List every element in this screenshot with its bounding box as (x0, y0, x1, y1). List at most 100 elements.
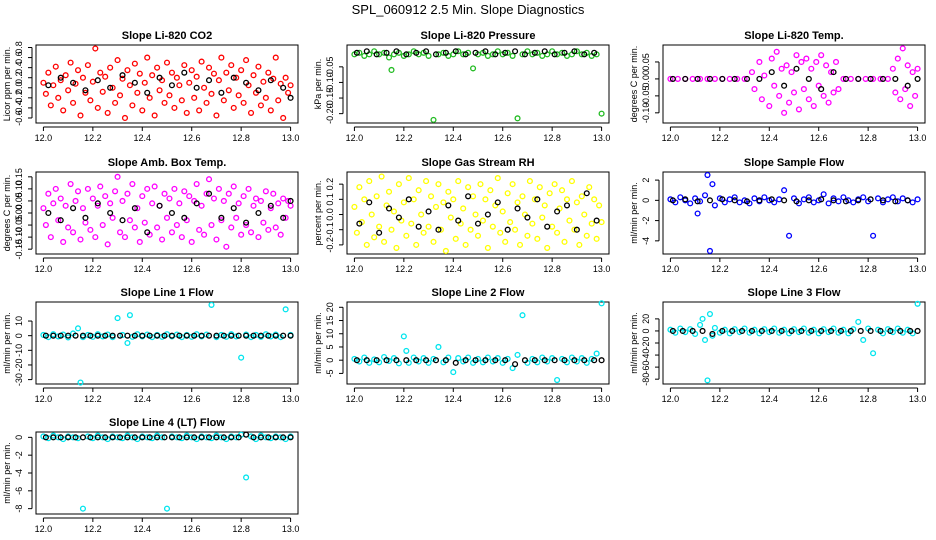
y-tick-label: 0.8 (14, 41, 24, 54)
x-tick-label: 12.4 (761, 394, 779, 404)
data-point (126, 312, 133, 319)
data-point (669, 197, 676, 204)
data-point (879, 75, 887, 82)
data-point (156, 74, 163, 81)
data-point (697, 321, 704, 328)
data-point (706, 247, 714, 255)
data-point (262, 94, 269, 101)
data-point (50, 332, 57, 339)
data-point (726, 75, 733, 82)
series-selected (45, 190, 294, 236)
data-point (694, 198, 701, 205)
x-tick-label: 12.0 (35, 524, 53, 534)
data-point (57, 217, 64, 224)
data-point (521, 51, 529, 58)
data-point (907, 102, 914, 110)
data-point (731, 75, 738, 82)
data-point (581, 211, 588, 218)
data-point (709, 181, 716, 188)
x-tick-label: 12.6 (494, 264, 512, 274)
data-point (225, 87, 232, 94)
data-point (356, 184, 363, 191)
data-point (168, 209, 175, 217)
data-point (554, 229, 561, 236)
x-tick-label: 13.0 (282, 264, 300, 274)
data-point (116, 229, 124, 236)
data-point (168, 434, 175, 441)
x-tick-label: 12.0 (346, 133, 364, 143)
data-point (892, 75, 899, 82)
data-point (124, 190, 131, 197)
data-point (830, 69, 837, 76)
data-point (420, 229, 427, 236)
data-point (366, 199, 373, 206)
plot-frame (35, 171, 299, 255)
data-point (94, 200, 101, 207)
y-tick-label: -0.4 (14, 100, 24, 116)
data-point (92, 45, 99, 52)
data-point (136, 238, 143, 245)
data-point (94, 104, 101, 111)
data-point (74, 67, 82, 74)
data-point (526, 178, 533, 185)
data-point (250, 202, 257, 209)
data-point (65, 87, 72, 94)
y-axis-label: degrees C per min. (2, 175, 12, 252)
data-point (168, 82, 175, 89)
data-point (265, 226, 272, 233)
data-point (107, 64, 114, 71)
data-point (598, 219, 605, 226)
data-point (116, 332, 124, 339)
data-point (287, 434, 294, 441)
data-point (129, 181, 136, 188)
data-point (42, 222, 49, 229)
panel-pressure: Slope Li-820 Pressure 12.0 12.2 12.4 12.6 12.… (313, 30, 610, 143)
data-point (751, 86, 758, 93)
plot-frame (35, 44, 299, 124)
data-point (243, 474, 250, 481)
data-point (810, 102, 817, 110)
data-point (124, 434, 131, 441)
data-point (255, 209, 262, 217)
y-tick-label: -8 (14, 505, 24, 513)
data-point (521, 357, 529, 364)
data-point (257, 434, 264, 441)
data-point (884, 196, 891, 203)
data-point (181, 214, 188, 221)
data-point (245, 185, 252, 192)
data-point (60, 238, 67, 245)
data-point (494, 175, 501, 182)
data-point (178, 234, 185, 241)
data-point (907, 327, 914, 334)
data-point (385, 54, 393, 61)
data-point (492, 51, 499, 58)
data-point (205, 332, 213, 339)
data-point (711, 324, 718, 331)
data-point (598, 300, 605, 307)
data-point (892, 198, 899, 205)
data-point (739, 327, 746, 334)
data-point (368, 211, 375, 218)
series-selected (669, 196, 911, 205)
y-tick-label: 0.0 (325, 208, 335, 221)
data-point (408, 220, 415, 227)
data-point (361, 196, 368, 203)
data-point (356, 220, 363, 227)
data-point (353, 357, 360, 364)
data-point (808, 65, 815, 72)
x-tick-label: 13.0 (593, 264, 611, 274)
y-tick-label: 0 (641, 198, 651, 203)
data-point (213, 236, 220, 243)
x-tick-label: 13.0 (593, 394, 611, 404)
data-point (840, 75, 847, 82)
data-point (378, 173, 385, 180)
data-point (897, 96, 904, 103)
data-point (72, 332, 79, 339)
panel-line4: Slope Line 4 (LT) Flow 12.0 12.2 12.4 12.6 12… (2, 417, 299, 534)
data-point (410, 196, 417, 203)
data-point (77, 379, 84, 386)
data-point (679, 327, 686, 334)
data-point (119, 217, 126, 224)
data-point (452, 359, 459, 366)
data-point (432, 203, 440, 210)
